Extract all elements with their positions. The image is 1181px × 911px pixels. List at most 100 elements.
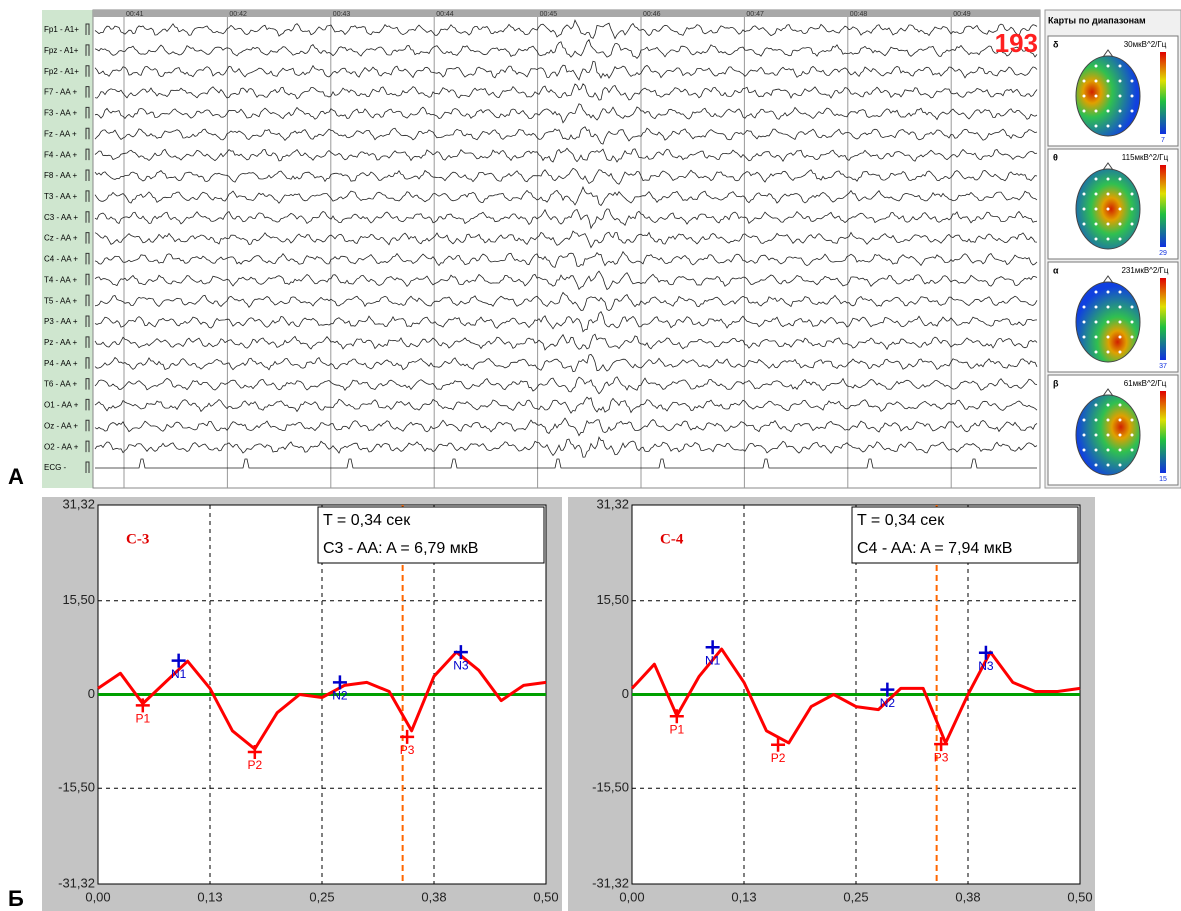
- electrode: [1107, 351, 1110, 354]
- x-tick-label: 0,38: [955, 889, 980, 904]
- electrode: [1119, 125, 1122, 128]
- x-tick-label: 0,13: [197, 889, 222, 904]
- channel-label: F4 - AA +: [44, 150, 77, 159]
- electrode: [1119, 419, 1122, 422]
- electrode: [1119, 321, 1122, 324]
- y-tick-label: -31,32: [58, 875, 95, 890]
- electrode: [1095, 178, 1098, 181]
- electrode: [1107, 464, 1110, 467]
- electrode: [1119, 291, 1122, 294]
- electrode: [1095, 291, 1098, 294]
- electrode: [1107, 238, 1110, 241]
- colorbar: [1160, 165, 1166, 247]
- y-tick-label: 0: [622, 686, 629, 701]
- trace-area: [93, 10, 1040, 488]
- electrode: [1083, 208, 1086, 211]
- electrode: [1107, 449, 1110, 452]
- peak-label: P3: [934, 750, 949, 764]
- electrode: [1131, 306, 1134, 309]
- x-tick-label: 0,00: [619, 889, 644, 904]
- x-tick-label: 0,50: [533, 889, 558, 904]
- maps-title: Карты по диапазонам: [1048, 15, 1146, 25]
- electrode: [1083, 434, 1086, 437]
- electrode: [1083, 223, 1086, 226]
- time-label: 00:44: [436, 11, 454, 18]
- electrode: [1095, 110, 1098, 113]
- electrode: [1131, 419, 1134, 422]
- channel-label: Fp1 - A1+: [44, 25, 79, 34]
- y-tick-label: -31,32: [592, 875, 629, 890]
- electrode: [1107, 178, 1110, 181]
- electrode: [1119, 95, 1122, 98]
- electrode: [1083, 95, 1086, 98]
- electrode: [1131, 208, 1134, 211]
- time-label: 00:48: [850, 11, 868, 18]
- x-tick-label: 0,38: [421, 889, 446, 904]
- channel-label: T5 - AA +: [44, 296, 77, 305]
- electrode: [1107, 419, 1110, 422]
- electrode: [1119, 238, 1122, 241]
- electrode: [1119, 110, 1122, 113]
- channel-label: F3 - AA +: [44, 109, 77, 118]
- electrode: [1095, 238, 1098, 241]
- electrode: [1083, 110, 1086, 113]
- amplitude-label: C3 - AA: A = 6,79 мкВ: [323, 540, 478, 557]
- x-tick-label: 0,00: [85, 889, 110, 904]
- electrode: [1095, 321, 1098, 324]
- chart-title: C-4: [660, 531, 684, 547]
- cursor-label: T = 0,34 сек: [323, 512, 411, 529]
- time-label: 00:47: [746, 11, 764, 18]
- time-label: 00:45: [540, 11, 558, 18]
- time-label: 00:42: [229, 11, 247, 18]
- peak-label: P2: [771, 751, 786, 765]
- channel-column: [42, 10, 93, 488]
- channel-label: C3 - AA +: [44, 213, 78, 222]
- peak-label: P1: [135, 712, 150, 726]
- electrode: [1119, 208, 1122, 211]
- peak-label: N1: [171, 667, 187, 681]
- cursor-label: T = 0,34 сек: [857, 512, 945, 529]
- channel-label: T4 - AA +: [44, 275, 77, 284]
- scale-min: 15: [1159, 476, 1167, 483]
- time-label: 00:41: [126, 11, 144, 18]
- electrode: [1083, 321, 1086, 324]
- colorbar: [1160, 52, 1166, 134]
- y-tick-label: -15,50: [58, 780, 95, 795]
- colorbar: [1160, 391, 1166, 473]
- channel-label: Cz - AA +: [44, 234, 78, 243]
- electrode: [1107, 336, 1110, 339]
- electrode: [1119, 306, 1122, 309]
- electrode: [1119, 80, 1122, 83]
- peak-label: N3: [453, 658, 469, 672]
- electrode: [1119, 434, 1122, 437]
- time-label: 00:49: [953, 11, 971, 18]
- electrode: [1095, 95, 1098, 98]
- amplitude-label: C4 - AA: A = 7,94 мкВ: [857, 540, 1012, 557]
- band-symbol: α: [1053, 265, 1059, 275]
- electrode: [1095, 336, 1098, 339]
- electrode: [1131, 80, 1134, 83]
- band-symbol: δ: [1053, 39, 1059, 49]
- colorbar: [1160, 278, 1166, 360]
- band-symbol: β: [1053, 378, 1059, 388]
- electrode: [1095, 125, 1098, 128]
- time-label: 00:46: [643, 11, 661, 18]
- electrode: [1107, 321, 1110, 324]
- electrode: [1119, 351, 1122, 354]
- y-tick-label: 15,50: [596, 592, 629, 607]
- panel-letter: Б: [8, 886, 24, 911]
- channel-label: P3 - AA +: [44, 317, 78, 326]
- scale-min: 37: [1159, 363, 1167, 370]
- electrode: [1095, 208, 1098, 211]
- electrode: [1131, 449, 1134, 452]
- band-power: 30мкВ^2/Гц: [1124, 40, 1167, 49]
- peak-label: P1: [669, 722, 684, 736]
- channel-label: O2 - AA +: [44, 442, 79, 451]
- electrode: [1095, 193, 1098, 196]
- epoch-number: 193: [995, 28, 1038, 58]
- figure: А00:4100:4200:4300:4400:4500:4600:4700:4…: [0, 0, 1181, 911]
- electrode: [1131, 110, 1134, 113]
- band-power: 61мкВ^2/Гц: [1124, 379, 1167, 388]
- y-tick-label: 31,32: [62, 496, 95, 511]
- electrode: [1107, 434, 1110, 437]
